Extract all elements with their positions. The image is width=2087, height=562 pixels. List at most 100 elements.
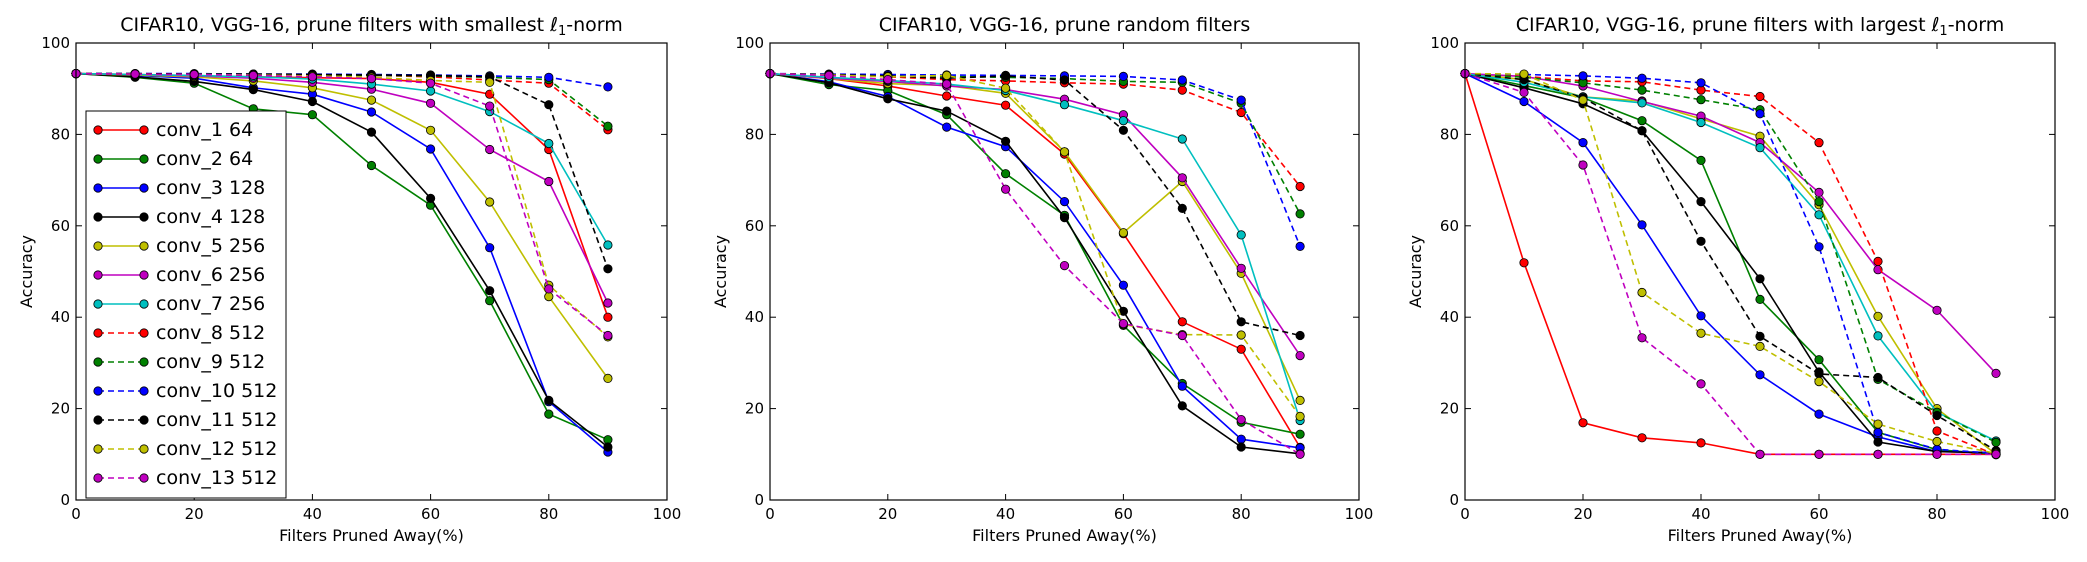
data-point: [1755, 109, 1765, 119]
data-point: [1814, 355, 1824, 365]
data-point: [1696, 197, 1706, 207]
legend-label: conv_11 512: [156, 409, 277, 431]
data-point: [1059, 260, 1070, 271]
series-line: [75, 72, 609, 453]
legend-marker: [139, 241, 149, 251]
legend-item: conv_10 512: [93, 380, 277, 402]
y-tick-label: 20: [745, 400, 764, 418]
data-point: [485, 101, 495, 111]
data-point: [1000, 184, 1011, 194]
legend-item: conv_11 512: [93, 409, 277, 431]
y-tick-label: 80: [1440, 125, 1459, 143]
legend-marker: [139, 183, 149, 193]
data-point: [1873, 372, 1883, 383]
data-point: [1578, 418, 1588, 428]
x-tick-label: 0: [1460, 505, 1470, 523]
series-line: [1464, 72, 1997, 456]
x-tick-label: 0: [71, 505, 81, 523]
y-tick-label: 0: [754, 491, 764, 509]
data-point: [1236, 434, 1246, 444]
x-axis-label: Filters Pruned Away(%): [972, 526, 1157, 545]
data-point: [1637, 85, 1647, 95]
data-point: [1637, 98, 1647, 108]
data-point: [1696, 155, 1706, 165]
data-point: [1755, 294, 1765, 304]
legend-item: conv_5 256: [93, 235, 265, 257]
legend-item: conv_8 512: [93, 322, 265, 344]
data-point: [883, 75, 893, 85]
data-point: [307, 110, 317, 120]
data-point: [1755, 143, 1765, 153]
legend-marker: [139, 154, 149, 164]
legend-marker: [93, 357, 103, 367]
data-point: [1059, 147, 1070, 157]
data-point: [1295, 330, 1305, 341]
data-point: [544, 138, 554, 149]
data-point: [1177, 75, 1187, 85]
data-point: [1000, 83, 1011, 93]
x-tick-label: 80: [1232, 505, 1251, 523]
data-point: [1755, 341, 1765, 351]
data-point: [1578, 95, 1588, 105]
data-point: [1932, 410, 1942, 421]
data-point: [1177, 173, 1187, 183]
data-point: [1814, 210, 1824, 220]
data-point: [1696, 438, 1706, 448]
data-point: [1295, 209, 1305, 219]
x-tick-label: 60: [1114, 505, 1133, 523]
series-13: [71, 69, 613, 341]
data-point: [1295, 429, 1305, 439]
data-point: [1177, 317, 1187, 327]
series-line: [75, 72, 609, 448]
data-point: [1000, 136, 1011, 146]
data-point: [1236, 263, 1246, 273]
series-13: [765, 69, 1305, 459]
data-point: [1059, 197, 1070, 207]
chart-title: CIFAR10, VGG-16, prune random filters: [879, 14, 1251, 36]
data-point: [1177, 330, 1187, 341]
x-tick-label: 20: [1573, 505, 1592, 523]
data-point: [544, 72, 554, 82]
series-line: [1464, 72, 1997, 454]
chart-panel-3: 0 20 40 60 80 100 0 20 40 60 80 100 CIFAR10, VGG-16,…: [1406, 14, 2069, 545]
data-point: [544, 176, 554, 187]
series-group: [765, 69, 1305, 459]
data-point: [1991, 449, 2001, 459]
legend-label: conv_5 256: [156, 235, 265, 257]
data-point: [485, 243, 495, 253]
data-point: [1637, 287, 1647, 298]
legend-item: conv_6 256: [93, 264, 265, 286]
legend-marker: [93, 299, 103, 309]
data-point: [1991, 368, 2001, 378]
legend-label: conv_1 64: [156, 119, 253, 141]
data-point: [1519, 69, 1529, 79]
data-point: [942, 70, 952, 81]
data-point: [248, 70, 258, 81]
series-line: [75, 72, 609, 246]
legend-marker: [93, 270, 103, 280]
legend-label: conv_4 128: [156, 206, 265, 228]
data-point: [307, 72, 317, 82]
legend-label: conv_2 64: [156, 148, 253, 170]
data-point: [485, 144, 495, 155]
data-point: [544, 395, 554, 405]
data-point: [1637, 433, 1647, 443]
series-line: [769, 72, 1301, 455]
legend-marker: [139, 270, 149, 280]
series-line: [769, 72, 1301, 401]
series-line: [1464, 72, 1997, 455]
chart-panel-1: 0 20 40 60 80 100 0 20 40 60 80 100 CIFAR10, VGG-16,…: [17, 14, 681, 545]
data-point: [1696, 236, 1706, 246]
data-point: [1873, 256, 1883, 266]
data-point: [942, 91, 952, 101]
legend-marker: [139, 444, 149, 454]
series-line: [769, 72, 1301, 247]
series-line: [1464, 72, 1997, 452]
data-point: [1236, 414, 1246, 425]
data-point: [1696, 117, 1706, 128]
data-point: [1696, 311, 1706, 321]
legend-marker: [93, 415, 103, 425]
series-group: [1460, 69, 2001, 460]
data-point: [1118, 280, 1129, 290]
data-point: [1814, 449, 1824, 459]
